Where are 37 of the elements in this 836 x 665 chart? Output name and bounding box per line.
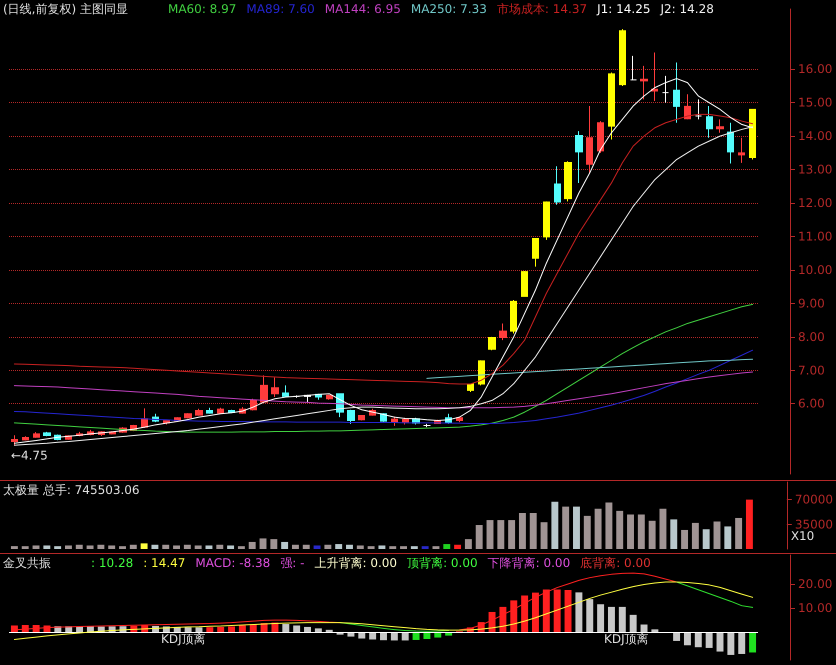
y-tick-label: 6.00: [798, 396, 825, 411]
text: MA89: 7.60: [246, 2, 315, 16]
annotation: : 14.47: [143, 556, 186, 570]
text: J1: 14.25: [596, 2, 650, 16]
chart-title: 金叉共振: [3, 556, 51, 570]
y-tick-label: 8.00: [798, 330, 825, 344]
annotation: 上升背离: 0.00: [314, 556, 398, 570]
y-tick-label: 70000: [794, 492, 834, 507]
text: MA60: 8.97: [168, 2, 236, 16]
annotation: KDJ顶离: [604, 632, 649, 646]
annotation: : 10.28: [91, 556, 134, 570]
y-tick-label: 12.00: [798, 196, 832, 210]
y-tick-label: 35000: [794, 517, 834, 532]
y-tick-label: 20.00: [798, 576, 832, 591]
annotation: 强: -: [280, 556, 304, 570]
annotation: MACD: -8.38: [195, 556, 270, 570]
annotation: ←4.75: [10, 448, 48, 463]
annotation: KDJ顶离: [161, 632, 206, 646]
y-axis-title: X10: [790, 529, 814, 544]
annotation: 下降背离: 0.00: [488, 556, 570, 570]
annotation: 底背离: 0.00: [580, 556, 651, 570]
y-tick-label: 11.00: [798, 229, 832, 244]
annotation: 顶背离: 0.00: [407, 556, 478, 570]
text: J2: 14.28: [659, 2, 714, 16]
chart-title: 太极量 总手: 745503.06: [3, 483, 140, 497]
y-tick-label: 15.00: [798, 96, 832, 110]
y-tick-label: 9.00: [798, 296, 825, 310]
y-tick-label: 10.00: [798, 601, 832, 616]
y-tick-label: 13.00: [798, 162, 832, 177]
y-tick-label: 16.00: [798, 62, 832, 76]
y-tick-label: 7.00: [798, 363, 825, 378]
y-tick-label: 10.00: [798, 262, 832, 277]
text: MA144: 6.95: [324, 2, 401, 16]
y-tick-label: 14.00: [798, 129, 832, 144]
text: 市场成本: 14.37: [496, 2, 588, 16]
chart-title: (日线,前复权) 主图同显: [3, 2, 128, 16]
text: MA250: 7.33: [410, 2, 487, 16]
